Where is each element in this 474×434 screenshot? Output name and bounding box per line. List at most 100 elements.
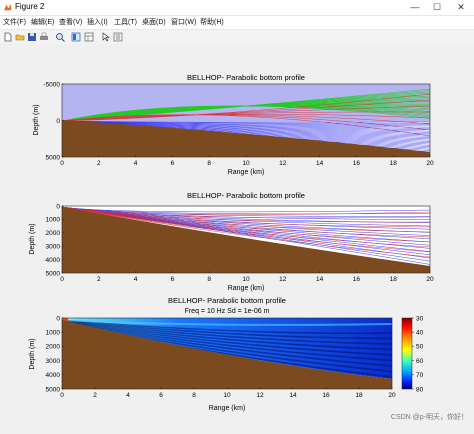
ray-red xyxy=(62,105,430,122)
y-tick-label: 2000 xyxy=(46,344,61,351)
plot1-ray-field xyxy=(62,84,430,157)
menu-window[interactable]: 窗口(W) xyxy=(171,19,197,26)
ray-red xyxy=(62,206,430,223)
tl-interference-band xyxy=(62,322,392,362)
x-tick-label: 2 xyxy=(97,276,101,283)
plot1-axes: BELLHOP- Parabolic bottom profile 0 2 4 6 8 1… xyxy=(33,73,434,176)
menu-help[interactable]: 帮助(H) xyxy=(200,19,224,26)
figure-toolbar xyxy=(0,29,474,45)
tl-interference-band xyxy=(62,321,392,356)
figure-canvas: BELLHOP- Parabolic bottom profile 0 2 4 6 8 1… xyxy=(0,44,474,434)
print-icon[interactable] xyxy=(39,32,49,42)
ray-red xyxy=(62,114,430,131)
layout-icon[interactable] xyxy=(84,32,94,42)
menu-tools[interactable]: 工具(T) xyxy=(114,19,137,26)
plot3-title: BELLHOP- Parabolic bottom profile xyxy=(168,296,286,305)
x-tick-label: 2 xyxy=(93,392,97,399)
close-button[interactable]: ✕ xyxy=(457,2,465,12)
ray-red xyxy=(62,206,430,258)
ray-red xyxy=(62,206,430,228)
y-tick-label: 0 xyxy=(56,315,60,322)
plot3-xlabel: Range (km) xyxy=(209,405,246,412)
colorbar-tick-label: 60 xyxy=(416,358,424,365)
plot2-ylabel: Depth (m) xyxy=(29,223,36,254)
x-tick-label: 18 xyxy=(355,392,363,399)
plot3-subtitle: Freq = 10 Hz Sd = 1e-06 m xyxy=(185,308,270,315)
x-tick-label: 16 xyxy=(322,392,330,399)
panel-toggle-icon[interactable] xyxy=(71,32,81,42)
menu-edit[interactable]: 编辑(E) xyxy=(31,19,55,26)
plot2-yticks: 0 1000 2000 3000 4000 5000 xyxy=(46,203,64,277)
ray-red xyxy=(62,99,430,122)
y-tick-label: 4000 xyxy=(46,372,61,379)
menu-view[interactable]: 查看(V) xyxy=(59,19,83,26)
x-tick-label: 0 xyxy=(60,160,64,167)
new-file-icon[interactable] xyxy=(3,32,13,42)
x-tick-label: 16 xyxy=(353,276,361,283)
x-tick-label: 16 xyxy=(353,160,361,167)
zoom-icon[interactable] xyxy=(55,32,65,42)
open-folder-icon[interactable] xyxy=(15,32,25,42)
pointer-icon[interactable] xyxy=(101,32,111,42)
watermark: CSDN @p-明天，你好！ xyxy=(390,414,468,421)
tl-interference-band xyxy=(62,320,392,345)
x-tick-label: 10 xyxy=(242,160,250,167)
plot3-colorbar xyxy=(401,317,413,390)
colorbar-tick-label: 70 xyxy=(416,372,424,379)
plot3-bands xyxy=(62,319,392,378)
x-tick-label: 6 xyxy=(171,160,175,167)
plot3-colorbar-ticks: 30 40 50 60 70 80 xyxy=(412,315,424,393)
x-tick-label: 0 xyxy=(60,392,64,399)
edit-plot-icon[interactable] xyxy=(113,32,123,42)
tl-interference-band xyxy=(62,321,392,351)
maximize-button[interactable]: ☐ xyxy=(432,2,442,12)
menu-insert[interactable]: 插入(I) xyxy=(87,19,108,26)
menu-file[interactable]: 文件(F) xyxy=(3,19,26,26)
x-tick-label: 14 xyxy=(316,160,324,167)
ray-red xyxy=(62,113,430,122)
x-tick-label: 4 xyxy=(134,160,138,167)
plot1-bottom xyxy=(62,120,430,157)
x-tick-label: 0 xyxy=(60,276,64,283)
ray-red xyxy=(62,114,430,125)
plot3-yticks: 0 1000 2000 3000 4000 5000 xyxy=(46,315,64,393)
ray-green xyxy=(62,105,430,122)
y-tick-label: 5000 xyxy=(46,154,61,161)
tl-surface-band xyxy=(62,319,392,326)
y-tick-label: 0 xyxy=(56,118,60,125)
plot1-xticks: 0 2 4 6 8 10 12 14 16 18 20 xyxy=(60,155,434,167)
x-tick-label: 2 xyxy=(97,160,101,167)
x-tick-label: 18 xyxy=(390,276,398,283)
colorbar-tick-label: 50 xyxy=(416,344,424,351)
x-tick-label: 20 xyxy=(388,392,396,399)
x-tick-label: 6 xyxy=(159,392,163,399)
save-icon[interactable] xyxy=(27,32,37,42)
x-tick-label: 14 xyxy=(289,392,297,399)
plot1-ylabel: Depth (m) xyxy=(33,104,40,135)
plot3-xticks: 0 2 4 6 8 10 12 14 16 18 20 xyxy=(60,387,396,399)
plot3-ylabel: Depth (m) xyxy=(29,338,36,369)
plot1-rays xyxy=(62,88,430,155)
x-tick-label: 12 xyxy=(256,392,264,399)
x-tick-label: 8 xyxy=(192,392,196,399)
ray-red xyxy=(62,206,430,219)
y-tick-label: -5000 xyxy=(43,81,60,88)
x-tick-label: 20 xyxy=(426,160,434,167)
y-tick-label: 5000 xyxy=(46,386,61,393)
minimize-button[interactable]: — xyxy=(410,2,420,12)
ray-red xyxy=(62,206,430,233)
window-title: Figure 2 xyxy=(15,2,45,11)
menu-desktop[interactable]: 桌面(D) xyxy=(142,19,166,26)
matlab-app-icon xyxy=(3,3,12,11)
colorbar-tick-label: 80 xyxy=(416,386,424,393)
x-tick-label: 4 xyxy=(126,392,130,399)
x-tick-label: 12 xyxy=(279,276,287,283)
y-tick-label: 3000 xyxy=(46,244,61,251)
x-tick-label: 8 xyxy=(207,160,211,167)
ray-red xyxy=(62,114,430,137)
y-tick-label: 1000 xyxy=(46,217,61,224)
colorbar-tick-label: 40 xyxy=(416,330,424,337)
figure-svg: BELLHOP- Parabolic bottom profile 0 2 4 6 8 1… xyxy=(29,73,434,412)
tl-interference-band xyxy=(62,319,392,340)
window-titlebar: Figure 2 — ☐ ✕ xyxy=(0,0,474,16)
